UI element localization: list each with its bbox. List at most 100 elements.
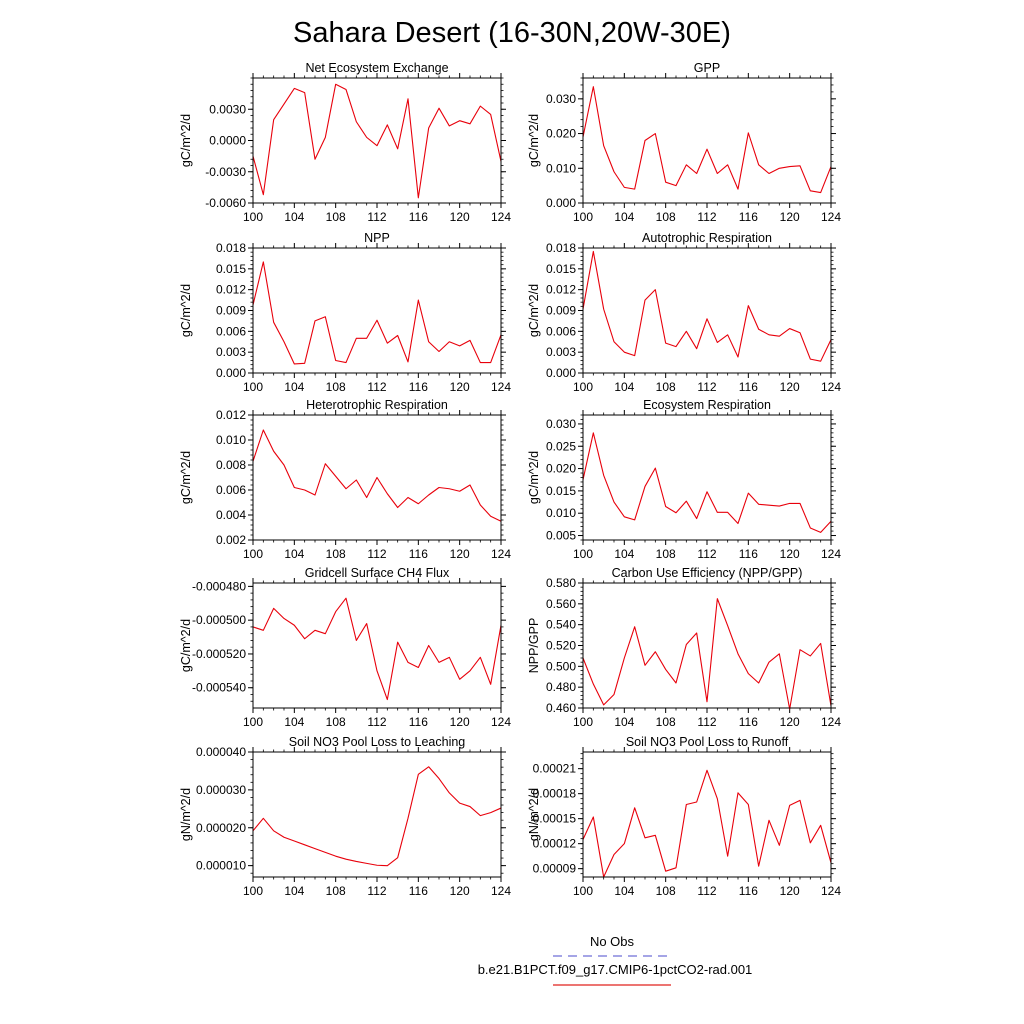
y-axis-label: gC/m^2/d bbox=[527, 114, 541, 167]
x-tick-label: 108 bbox=[326, 884, 346, 898]
plot-frame bbox=[582, 582, 832, 709]
x-tick-label: 112 bbox=[697, 380, 716, 394]
y-axis-label: gC/m^2/d bbox=[179, 451, 193, 504]
y-tick-label: 0.500 bbox=[546, 659, 576, 673]
x-tick-label: 100 bbox=[243, 715, 263, 729]
y-tick-label: 0.010 bbox=[546, 161, 576, 175]
y-tick-label: 0.000 bbox=[216, 366, 246, 380]
plot-frame bbox=[252, 247, 502, 374]
y-tick-label: 0.00021 bbox=[533, 762, 577, 776]
x-tick-label: 112 bbox=[367, 715, 386, 729]
y-axis-label: gC/m^2/d bbox=[179, 619, 193, 672]
figure-title: Sahara Desert (16-30N,20W-30E) bbox=[293, 17, 731, 49]
x-tick-label: 104 bbox=[614, 884, 634, 898]
x-tick-label: 104 bbox=[284, 380, 304, 394]
x-tick-label: 120 bbox=[450, 715, 470, 729]
plot-frame bbox=[252, 582, 502, 709]
x-tick-label: 104 bbox=[284, 715, 304, 729]
x-tick-label: 124 bbox=[491, 210, 511, 224]
panel-title: Gridcell Surface CH4 Flux bbox=[305, 566, 450, 580]
x-tick-label: 124 bbox=[821, 715, 841, 729]
panel-title: Ecosystem Respiration bbox=[643, 398, 771, 412]
x-tick-label: 112 bbox=[697, 210, 716, 224]
x-tick-label: 108 bbox=[326, 547, 346, 561]
y-tick-label: 0.010 bbox=[216, 433, 246, 447]
panel-title: GPP bbox=[694, 61, 720, 75]
x-tick-label: 100 bbox=[573, 884, 593, 898]
y-tick-label: -0.000520 bbox=[192, 647, 246, 661]
x-tick-label: 104 bbox=[284, 884, 304, 898]
x-tick-label: 104 bbox=[614, 210, 634, 224]
panel-title: Soil NO3 Pool Loss to Runoff bbox=[626, 735, 789, 749]
series-line bbox=[252, 766, 502, 867]
y-tick-label: -0.000480 bbox=[192, 579, 246, 593]
panel-title: NPP bbox=[364, 231, 390, 245]
panel-net-ecosystem-exchange: Net Ecosystem Exchange -0.0060 -0.0030 0.00… bbox=[179, 61, 511, 224]
x-tick-label: 108 bbox=[656, 380, 676, 394]
x-tick-label: 104 bbox=[284, 210, 304, 224]
x-tick-label: 124 bbox=[821, 884, 841, 898]
plot-frame bbox=[252, 77, 502, 204]
y-tick-label: 0.005 bbox=[546, 529, 576, 543]
panel-ecosystem-respiration: Ecosystem Respiration 0.005 0.010 0.015 0.02… bbox=[527, 398, 841, 561]
x-tick-label: 112 bbox=[367, 380, 386, 394]
x-tick-label: 100 bbox=[243, 884, 263, 898]
x-tick-label: 116 bbox=[739, 547, 758, 561]
x-tick-label: 116 bbox=[409, 884, 428, 898]
x-tick-label: 124 bbox=[491, 715, 511, 729]
x-tick-label: 112 bbox=[367, 884, 386, 898]
y-tick-label: 0.004 bbox=[216, 508, 246, 522]
plot-frame bbox=[582, 247, 832, 374]
x-tick-label: 104 bbox=[614, 547, 634, 561]
x-tick-label: 124 bbox=[491, 380, 511, 394]
x-tick-label: 104 bbox=[284, 547, 304, 561]
y-tick-label: 0.030 bbox=[546, 417, 576, 431]
y-tick-label: 0.025 bbox=[546, 439, 576, 453]
y-tick-label: 0.00009 bbox=[533, 862, 577, 876]
y-axis-label: NPP/GPP bbox=[527, 618, 541, 674]
panel-soil-no3-pool-loss-to-runoff: Soil NO3 Pool Loss to Runoff 0.00009 0.000… bbox=[527, 735, 841, 898]
x-tick-label: 108 bbox=[326, 380, 346, 394]
x-tick-label: 112 bbox=[367, 547, 386, 561]
y-tick-label: 0.030 bbox=[546, 92, 576, 106]
y-tick-label: 0.560 bbox=[546, 597, 576, 611]
y-tick-label: 0.00018 bbox=[533, 787, 577, 801]
y-tick-label: 0.00015 bbox=[533, 812, 577, 826]
series-line bbox=[252, 429, 502, 522]
y-tick-label: 0.018 bbox=[216, 241, 246, 255]
x-tick-label: 116 bbox=[409, 715, 428, 729]
plot-frame bbox=[252, 751, 502, 878]
panel-gridcell-surface-ch4-flux: Gridcell Surface CH4 Flux -0.000540 -0.000… bbox=[179, 566, 511, 729]
plot-frame bbox=[582, 751, 832, 878]
panel-npp: NPP 0.000 0.003 0.006 0.009 0.012 0.015 0.018 10… bbox=[179, 231, 511, 394]
y-tick-label: -0.0030 bbox=[205, 165, 246, 179]
y-tick-label: -0.000540 bbox=[192, 681, 246, 695]
y-tick-label: -0.000500 bbox=[192, 613, 246, 627]
y-axis-label: gC/m^2/d bbox=[179, 114, 193, 167]
x-tick-label: 120 bbox=[780, 715, 800, 729]
y-tick-label: 0.009 bbox=[216, 304, 246, 318]
y-tick-label: 0.018 bbox=[546, 241, 576, 255]
x-tick-label: 120 bbox=[450, 884, 470, 898]
plot-frame bbox=[252, 414, 502, 541]
x-tick-label: 100 bbox=[243, 547, 263, 561]
panel-carbon-use-efficiency-npp-gpp: Carbon Use Efficiency (NPP/GPP) 0.460 0.48… bbox=[527, 566, 841, 729]
y-tick-label: 0.015 bbox=[216, 262, 246, 276]
panel-title: Heterotrophic Respiration bbox=[306, 398, 448, 412]
x-tick-label: 108 bbox=[656, 210, 676, 224]
x-tick-label: 116 bbox=[739, 884, 758, 898]
series-line bbox=[582, 769, 832, 878]
series-line bbox=[582, 86, 832, 194]
y-tick-label: 0.580 bbox=[546, 576, 576, 590]
x-tick-label: 112 bbox=[697, 547, 716, 561]
x-tick-label: 100 bbox=[573, 715, 593, 729]
x-tick-label: 116 bbox=[739, 380, 758, 394]
y-tick-label: 0.015 bbox=[546, 262, 576, 276]
x-tick-label: 112 bbox=[367, 210, 386, 224]
chart-panels: Net Ecosystem Exchange -0.0060 -0.0030 0.00… bbox=[179, 61, 841, 898]
series-line bbox=[252, 597, 502, 701]
x-tick-label: 108 bbox=[656, 715, 676, 729]
y-tick-label: 0.000030 bbox=[196, 783, 246, 797]
x-tick-label: 120 bbox=[450, 380, 470, 394]
